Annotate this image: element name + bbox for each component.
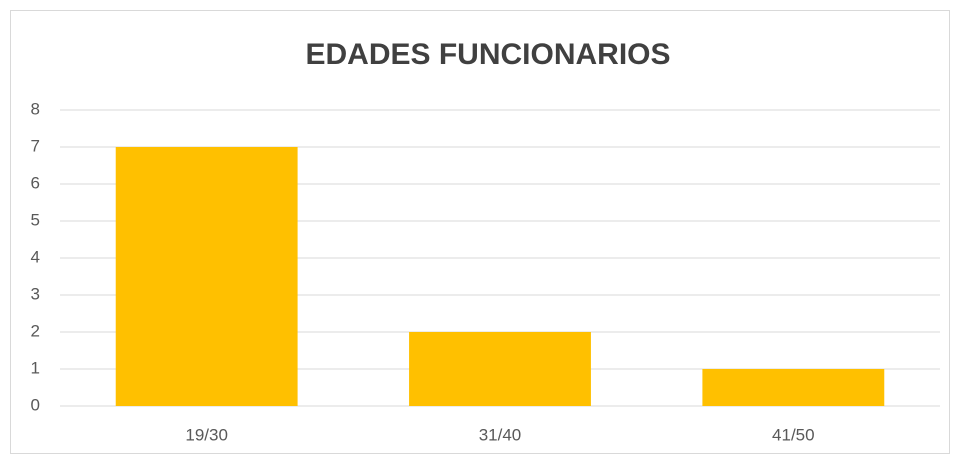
x-tick-label: 41/50 [772, 425, 815, 444]
y-tick-label: 8 [31, 99, 40, 118]
y-tick-label: 6 [31, 173, 40, 192]
x-tick-label: 31/40 [479, 425, 522, 444]
bar [409, 332, 591, 406]
y-tick-label: 0 [31, 395, 40, 414]
y-tick-label: 3 [31, 284, 40, 303]
y-tick-label: 7 [31, 136, 40, 155]
chart-title: EDADES FUNCIONARIOS [305, 38, 670, 71]
bar [115, 147, 298, 406]
y-tick-label: 1 [31, 358, 40, 377]
y-tick-label: 4 [31, 247, 40, 266]
x-tick-label: 19/30 [185, 425, 228, 444]
y-tick-label: 5 [31, 210, 40, 229]
bar [702, 369, 885, 406]
y-tick-label: 2 [31, 321, 40, 340]
